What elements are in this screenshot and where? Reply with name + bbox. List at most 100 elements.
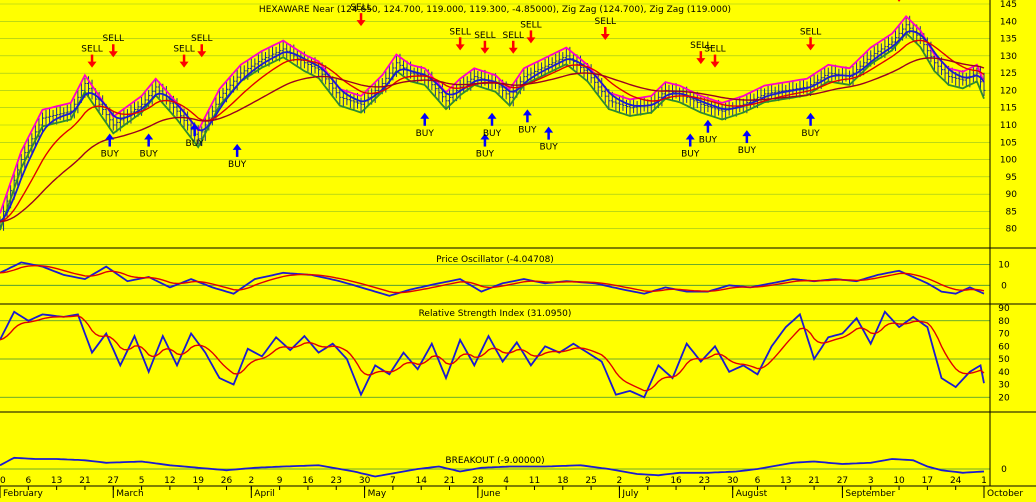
buy-arrow-head bbox=[742, 130, 752, 137]
x-day-label: 3 bbox=[868, 476, 874, 486]
price-y-tick-label: 100 bbox=[1000, 156, 1017, 166]
x-month-label: February bbox=[3, 489, 44, 498]
x-day-label: 30 bbox=[727, 476, 739, 486]
x-day-label: 12 bbox=[164, 476, 175, 486]
x-day-label: 25 bbox=[585, 476, 596, 486]
x-month-label: August bbox=[736, 489, 768, 498]
breakout-y-tick-label: 0 bbox=[1001, 465, 1007, 475]
sell-label: SELL bbox=[350, 3, 371, 13]
sell-label: SELL bbox=[800, 27, 821, 37]
sell-arrow-head bbox=[455, 44, 465, 51]
buy-arrow-head bbox=[420, 112, 430, 119]
sell-arrow-head bbox=[710, 61, 720, 68]
price-y-tick-label: 140 bbox=[1000, 17, 1017, 27]
buy-arrow-head bbox=[480, 133, 490, 140]
sell-arrow-head bbox=[197, 51, 207, 58]
sell-arrow-head bbox=[356, 20, 366, 27]
x-month-label: May bbox=[368, 489, 387, 498]
rsi-y-tick-label: 40 bbox=[998, 368, 1010, 378]
x-day-label: 7 bbox=[390, 476, 396, 486]
sell-label: SELL bbox=[503, 31, 524, 41]
rsi-y-tick-label: 80 bbox=[998, 317, 1010, 327]
buy-arrow-head bbox=[806, 112, 816, 119]
rsi-y-tick-label: 30 bbox=[998, 381, 1010, 391]
x-day-label: 6 bbox=[755, 476, 761, 486]
buy-arrow-head bbox=[522, 109, 532, 116]
sell-label: SELL bbox=[690, 41, 711, 51]
rsi-y-tick-label: 60 bbox=[998, 342, 1010, 352]
buy-label: BUY bbox=[681, 150, 700, 160]
rsi-panel-title: Relative Strength Index (31.0950) bbox=[419, 309, 572, 319]
buy-label: BUY bbox=[540, 143, 559, 153]
buy-label: BUY bbox=[416, 129, 435, 139]
price-y-tick-label: 95 bbox=[1006, 173, 1017, 183]
x-day-label: 30 bbox=[0, 476, 6, 486]
sell-arrow-head bbox=[806, 44, 816, 51]
sell-arrow-head bbox=[600, 33, 610, 40]
breakout-panel-title: BREAKOUT (-9.00000) bbox=[445, 456, 544, 466]
x-day-label: 17 bbox=[922, 476, 933, 486]
x-day-label: 1 bbox=[981, 476, 987, 486]
buy-arrow-head bbox=[232, 143, 242, 150]
sell-arrow-head bbox=[179, 61, 189, 68]
x-day-label: 23 bbox=[331, 476, 342, 486]
x-day-label: 10 bbox=[893, 476, 905, 486]
price-y-tick-label: 125 bbox=[1000, 69, 1017, 79]
price-y-tick-label: 105 bbox=[1000, 138, 1017, 148]
x-day-label: 2 bbox=[617, 476, 623, 486]
sell-label: SELL bbox=[704, 45, 725, 55]
x-day-label: 16 bbox=[670, 476, 682, 486]
zigzag-high-line bbox=[0, 15, 985, 214]
sell-label: SELL bbox=[474, 31, 495, 41]
sell-arrow-head bbox=[526, 37, 536, 44]
sell-label: SELL bbox=[449, 27, 470, 37]
x-day-label: 5 bbox=[139, 476, 145, 486]
x-day-label: 11 bbox=[529, 476, 540, 486]
x-day-label: 14 bbox=[415, 476, 427, 486]
moving-average-fast bbox=[0, 30, 985, 223]
buy-label: BUY bbox=[228, 160, 247, 170]
price-y-tick-label: 85 bbox=[1006, 207, 1017, 217]
x-day-label: 19 bbox=[192, 476, 204, 486]
x-month-label: July bbox=[621, 489, 639, 498]
x-month-label: September bbox=[845, 489, 895, 498]
buy-arrow-head bbox=[144, 133, 154, 140]
price-y-tick-label: 120 bbox=[1000, 86, 1017, 96]
sell-arrow-head bbox=[508, 47, 518, 54]
x-day-label: 13 bbox=[780, 476, 791, 486]
x-day-label: 21 bbox=[444, 476, 455, 486]
x-day-label: 24 bbox=[950, 476, 962, 486]
buy-arrow-head bbox=[685, 133, 695, 140]
rsi-y-tick-label: 70 bbox=[998, 330, 1010, 340]
rsi-y-tick-label: 90 bbox=[998, 304, 1010, 314]
x-month-label: April bbox=[254, 489, 275, 498]
x-day-label: 2 bbox=[248, 476, 254, 486]
grid-layer bbox=[0, 3, 1036, 487]
x-month-label: June bbox=[480, 489, 501, 498]
price-oscillator-y-tick-label: 0 bbox=[1001, 281, 1007, 291]
price-oscillator-signal-line bbox=[0, 265, 985, 294]
price-oscillator-y-tick-label: 10 bbox=[998, 261, 1010, 271]
x-day-label: 27 bbox=[108, 476, 119, 486]
x-day-label: 21 bbox=[808, 476, 819, 486]
x-day-label: 13 bbox=[51, 476, 62, 486]
sell-arrow-head bbox=[480, 47, 490, 54]
buy-label: BUY bbox=[140, 150, 159, 160]
buy-arrow-head bbox=[703, 119, 713, 126]
price-y-tick-label: 135 bbox=[1000, 35, 1017, 45]
sell-label: SELL bbox=[81, 45, 102, 55]
x-day-label: 9 bbox=[645, 476, 651, 486]
sell-arrow-head bbox=[108, 51, 118, 58]
x-day-label: 6 bbox=[25, 476, 31, 486]
x-day-label: 28 bbox=[472, 476, 484, 486]
x-day-label: 21 bbox=[79, 476, 90, 486]
buy-label: BUY bbox=[699, 136, 718, 146]
buy-label: BUY bbox=[801, 129, 820, 139]
rsi-line bbox=[0, 310, 985, 399]
buy-label: BUY bbox=[476, 150, 495, 160]
buy-label: BUY bbox=[738, 146, 757, 156]
sell-label: SELL bbox=[520, 20, 541, 30]
buy-label: BUY bbox=[518, 125, 537, 135]
